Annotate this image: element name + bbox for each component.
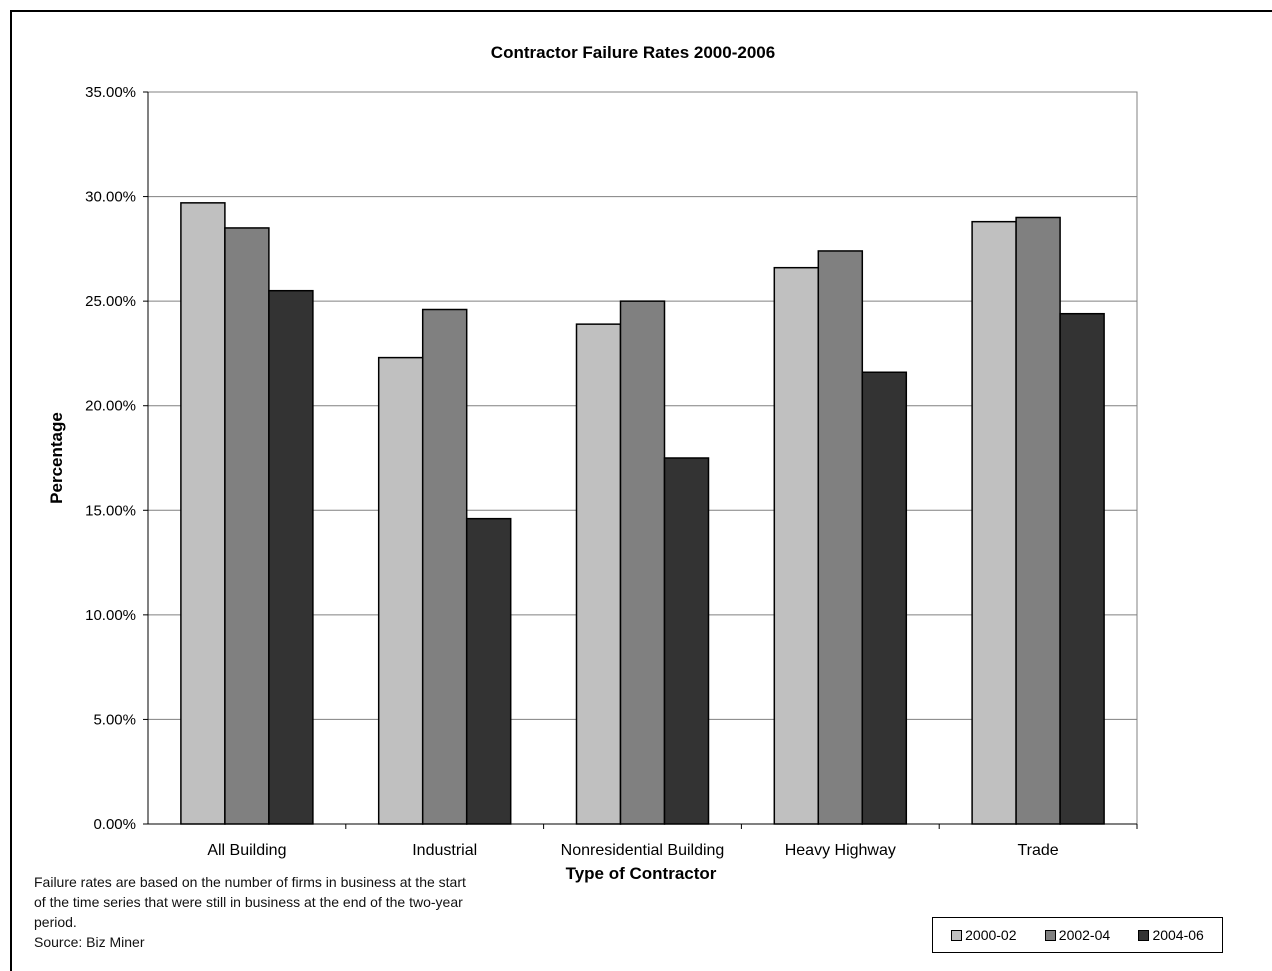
bar-2004-06 xyxy=(1059,312,1105,825)
y-tick-label: 20.00% xyxy=(85,398,136,415)
y-tick-label: 10.00% xyxy=(85,607,136,624)
x-tick-label: Industrial xyxy=(412,842,477,859)
bars xyxy=(180,202,1105,825)
bar-2000-02 xyxy=(971,220,1017,825)
y-tick-labels: 0.00% 5.00% 10.00% 15.00% 20.00% 25.00% 30.00%… xyxy=(85,84,148,833)
bar-2004-06 xyxy=(268,289,314,825)
footnote: Failure rates are based on the number of… xyxy=(34,872,554,952)
legend-label: 2004-06 xyxy=(1152,927,1204,943)
y-tick-label: 30.00% xyxy=(85,189,136,206)
bar-2000-02 xyxy=(773,266,820,825)
bar-2000-02 xyxy=(180,202,226,825)
source-note: Source: Biz Miner xyxy=(34,934,145,950)
legend-swatch xyxy=(1044,929,1056,941)
bar-2002-04 xyxy=(619,300,666,825)
legend-label: 2002-04 xyxy=(1058,927,1111,943)
y-tick-label: 5.00% xyxy=(93,711,136,728)
chart-title: Contractor Failure Rates 2000-2006 xyxy=(491,43,775,62)
bar-2004-06 xyxy=(663,457,710,825)
x-tick-label: Heavy Highway xyxy=(785,842,896,859)
x-tick-label: Nonresidential Building xyxy=(561,842,725,859)
footnote-line: of the time series that were still in bu… xyxy=(34,894,463,910)
y-tick-label: 25.00% xyxy=(85,293,136,310)
legend-item: 2002-04 xyxy=(1044,927,1111,943)
legend-item: 2004-06 xyxy=(1138,927,1204,943)
bar-2002-04 xyxy=(224,227,270,825)
x-tick-labels: All Building Industrial Nonresidential Bui… xyxy=(207,824,1138,859)
legend: 2000-02 2002-04 2004-06 xyxy=(932,917,1223,953)
bar-2000-02 xyxy=(377,356,424,825)
legend-swatch xyxy=(1138,929,1150,941)
bar-2002-04 xyxy=(817,250,864,825)
legend-label: 2000-02 xyxy=(965,927,1017,943)
x-tick-label: All Building xyxy=(207,842,286,859)
bar-2004-06 xyxy=(861,371,908,825)
y-tick-label: 15.00% xyxy=(85,502,136,519)
legend-item: 2000-02 xyxy=(951,927,1017,943)
x-tick-label: Trade xyxy=(1017,842,1058,859)
bar-2004-06 xyxy=(465,517,512,825)
footnote-line: Failure rates are based on the number of… xyxy=(34,874,466,890)
x-axis-label: Type of Contractor xyxy=(566,864,717,883)
y-tick-label: 0.00% xyxy=(93,816,136,833)
legend-swatch xyxy=(951,929,963,941)
bar-2002-04 xyxy=(1015,216,1061,825)
y-axis-label: Percentage xyxy=(47,412,66,504)
y-tick-label: 35.00% xyxy=(85,84,136,101)
bar-2000-02 xyxy=(575,323,622,825)
bar-2002-04 xyxy=(421,308,468,825)
footnote-line: period. xyxy=(34,914,77,930)
